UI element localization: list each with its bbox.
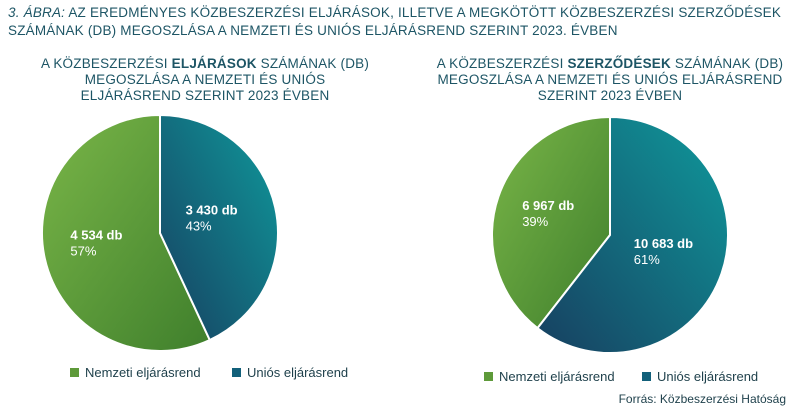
data-label-percent: 61%	[634, 252, 660, 267]
chart-title-pre: A KÖZBESZERZÉSI	[436, 56, 568, 71]
legend-procedures: Nemzeti eljárásrend Uniós eljárásrend	[70, 365, 348, 380]
data-label-value: 3 430 db	[186, 202, 238, 217]
slice-unios	[159, 113, 279, 342]
chart-title-contracts: A KÖZBESZERZÉSI SZERZŐDÉSEK SZÁMÁNAK (DB…	[430, 56, 790, 104]
figure-title: 3. ÁBRA: AZ EREDMÉNYES KÖZBESZERZÉSI ELJ…	[8, 4, 792, 40]
figure-title-text: AZ EREDMÉNYES KÖZBESZERZÉSI ELJÁRÁSOK, I…	[8, 5, 782, 38]
legend-label-nemzeti: Nemzeti eljárásrend	[85, 365, 201, 380]
data-label-value: 10 683 db	[634, 236, 693, 251]
data-label-value: 4 534 db	[70, 228, 122, 243]
legend-label-nemzeti: Nemzeti eljárásrend	[499, 369, 615, 384]
legend-swatch-unios	[232, 368, 241, 377]
legend-swatch-unios	[642, 372, 651, 381]
legend-swatch-nemzeti	[70, 368, 79, 377]
figure-label: 3. ÁBRA:	[8, 5, 66, 20]
slice-nemzeti	[491, 115, 611, 330]
chart-title-post: SZÁMÁNAK (DB) MEGOSZLÁSA A NEMZETI ÉS UN…	[437, 56, 784, 103]
source-note: Forrás: Közbeszerzési Hatóság	[618, 392, 786, 406]
legend-label-unios: Uniós eljárásrend	[657, 369, 758, 384]
chart-title-pre: A KÖZBESZERZÉSI	[40, 56, 172, 71]
data-label-percent: 43%	[186, 218, 212, 233]
legend-swatch-nemzeti	[484, 372, 493, 381]
slice-nemzeti	[41, 113, 212, 352]
legend-label-unios: Uniós eljárásrend	[247, 365, 348, 380]
chart-title-post: SZÁMÁNAK (DB) MEGOSZLÁSA A NEMZETI ÉS UN…	[80, 56, 370, 103]
chart-title-bold: SZERZŐDÉSEK	[567, 56, 671, 71]
chart-title-procedures: A KÖZBESZERZÉSI ELJÁRÁSOK SZÁMÁNAK (DB) …	[40, 56, 370, 104]
data-label-percent: 39%	[522, 214, 548, 229]
slice-unios	[536, 115, 729, 354]
data-label-value: 6 967 db	[522, 198, 574, 213]
legend-contracts: Nemzeti eljárásrend Uniós eljárásrend	[484, 369, 758, 384]
chart-title-bold: ELJÁRÁSOK	[171, 56, 257, 71]
data-label-percent: 57%	[70, 244, 96, 259]
